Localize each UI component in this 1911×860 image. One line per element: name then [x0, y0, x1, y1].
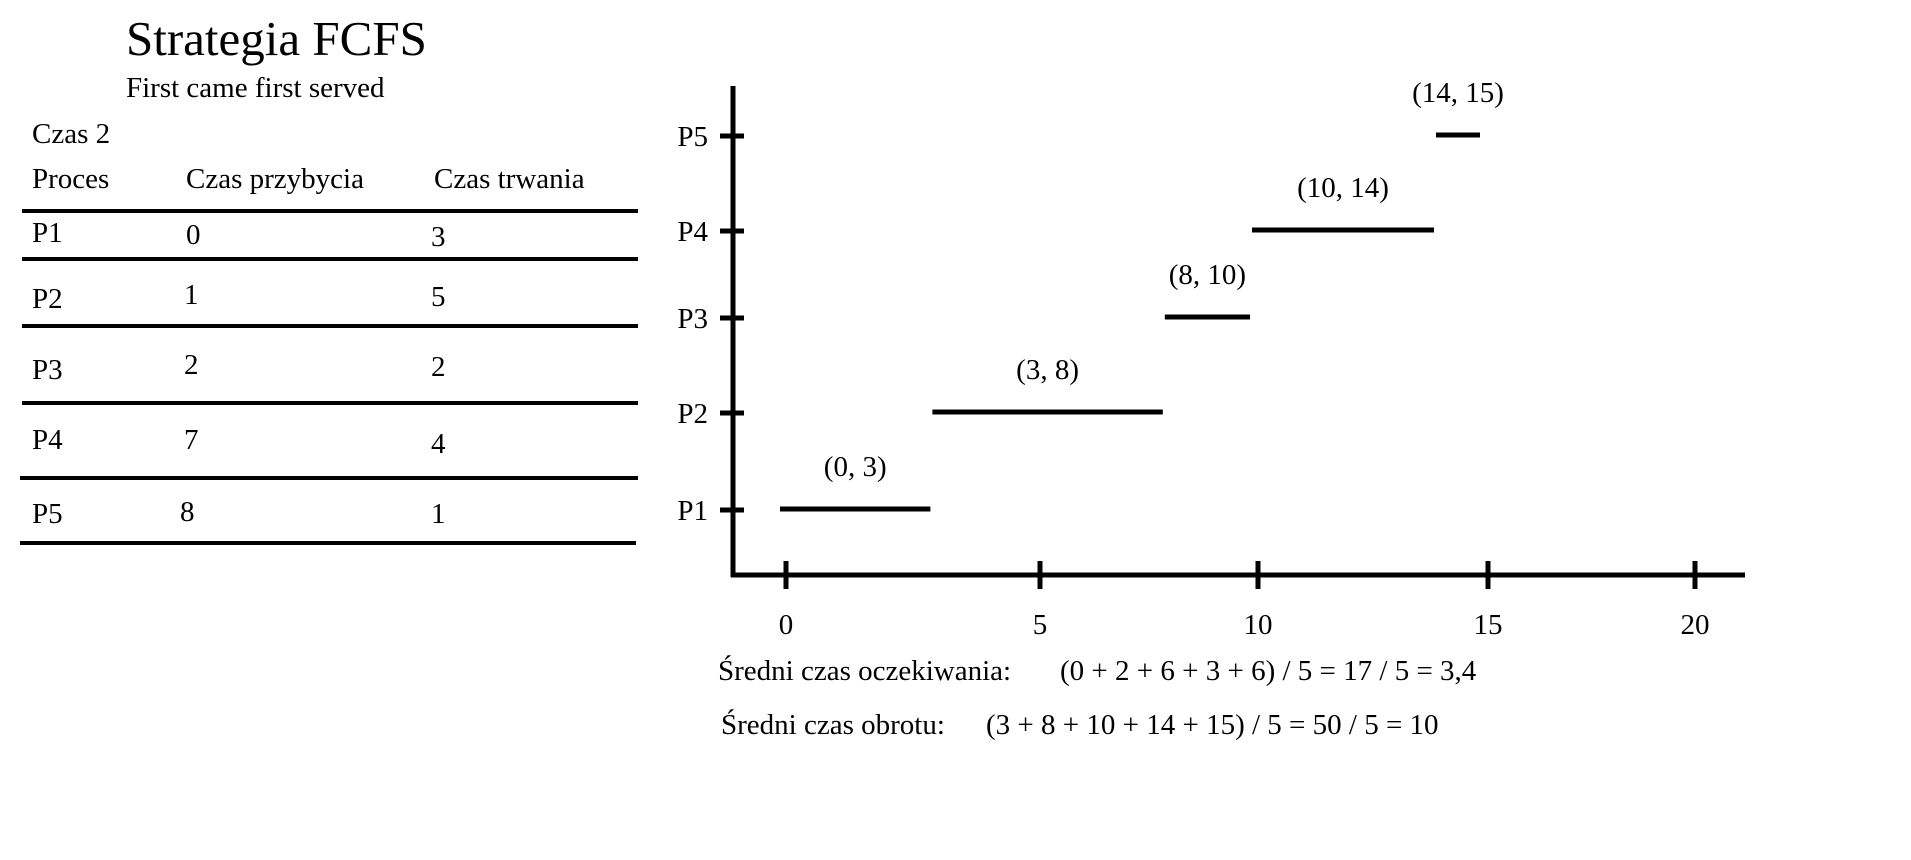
gantt-bar-label: (3, 8) — [1016, 354, 1079, 386]
table-cell: P2 — [32, 283, 63, 315]
avg-wait-formula: (0 + 2 + 6 + 3 + 6) / 5 = 17 / 5 = 3,4 — [1060, 655, 1477, 687]
header-czas-przybycia: Czas przybycia — [186, 163, 364, 195]
table-cell: 8 — [180, 496, 195, 528]
table-cell: 2 — [184, 349, 199, 381]
table-rule — [22, 209, 638, 213]
y-tick-label: P4 — [677, 216, 708, 248]
avg-turnaround-formula: (3 + 8 + 10 + 14 + 15) / 5 = 50 / 5 = 10 — [986, 709, 1439, 741]
table-cell: 1 — [431, 498, 446, 530]
gantt-bar-label: (14, 15) — [1412, 77, 1504, 109]
header-proces: Proces — [32, 163, 110, 195]
table-cell: P1 — [32, 217, 63, 249]
x-tick-label: 10 — [1244, 609, 1273, 641]
table-rule — [22, 324, 638, 328]
table-cell: P3 — [32, 354, 63, 386]
avg-turnaround-label: Średni czas obrotu: — [721, 709, 945, 741]
table-cell: 0 — [186, 219, 201, 251]
page-subtitle: First came first served — [126, 72, 385, 104]
table-cell: P4 — [32, 424, 63, 456]
gantt-bar-label: (8, 10) — [1169, 259, 1246, 291]
y-tick-label: P5 — [677, 121, 708, 153]
table-rule — [22, 257, 638, 261]
x-tick-label: 5 — [1033, 609, 1048, 641]
table-cell: 7 — [184, 424, 199, 456]
y-tick-label: P1 — [677, 495, 708, 527]
page-title: Strategia FCFS — [126, 11, 427, 66]
czas-label: Czas 2 — [32, 118, 111, 150]
table-cell: 1 — [184, 279, 199, 311]
gantt-bar-label: (0, 3) — [824, 451, 887, 483]
table-rule — [20, 476, 638, 480]
x-tick-label: 0 — [779, 609, 794, 641]
y-tick-label: P2 — [677, 398, 708, 430]
y-tick-label: P3 — [677, 303, 708, 335]
avg-wait-label: Średni czas oczekiwania: — [718, 655, 1012, 687]
gantt-bar-label: (10, 14) — [1297, 172, 1389, 204]
header-czas-trwania: Czas trwania — [434, 163, 585, 195]
table-cell: 4 — [431, 428, 446, 460]
table-cell: 3 — [431, 221, 446, 253]
table-rule — [22, 401, 638, 405]
table-cell: 2 — [431, 351, 446, 383]
x-tick-label: 20 — [1681, 609, 1710, 641]
table-cell: 5 — [431, 281, 446, 313]
table-rule — [20, 541, 636, 545]
table-cell: P5 — [32, 498, 63, 530]
x-tick-label: 15 — [1474, 609, 1503, 641]
